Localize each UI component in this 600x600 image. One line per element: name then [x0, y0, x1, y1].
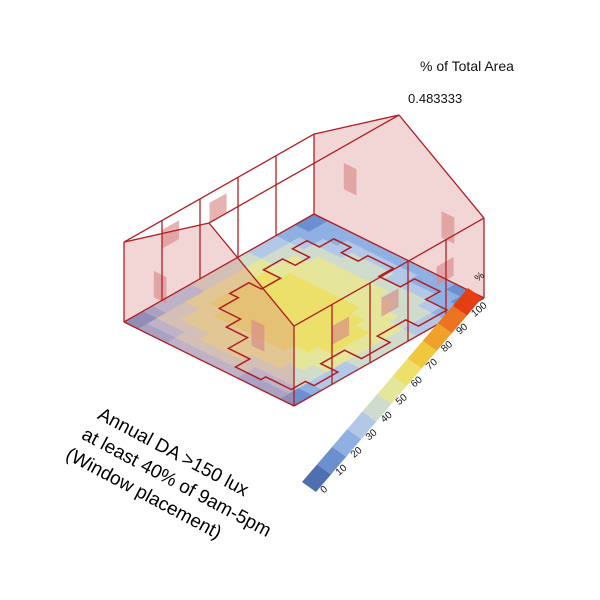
- legend-swatch: [302, 464, 332, 492]
- end-wall-glass: [124, 115, 484, 406]
- gable-window-panel: [343, 162, 357, 196]
- frame-edge: [208, 114, 400, 224]
- legend-swatch: [362, 393, 392, 422]
- side-window-panel: [209, 193, 227, 222]
- side-window-panel: [436, 257, 454, 286]
- legend-swatch: [407, 340, 437, 369]
- frame-edge: [123, 133, 315, 243]
- frame-edge: [293, 217, 485, 327]
- gable-window-panel: [441, 211, 455, 244]
- contour-line: [217, 238, 449, 391]
- legend-swatch: [422, 323, 452, 351]
- frame-rafter: [313, 114, 400, 135]
- legend-swatch: [437, 305, 467, 334]
- threshold-contour: [217, 238, 449, 391]
- legend-swatch: [392, 358, 422, 387]
- side-window-panel: [162, 220, 180, 249]
- legend-swatch: [317, 446, 347, 475]
- frame-rafter: [123, 222, 210, 243]
- frame-rafter: [208, 222, 295, 327]
- side-window-panel: [332, 316, 350, 345]
- legend-tick-label: 0: [319, 484, 331, 496]
- front-gable-glass: [124, 223, 294, 406]
- frame-edge: [313, 213, 485, 299]
- back-gable-glass: [314, 115, 484, 298]
- frame-rafter: [398, 114, 485, 219]
- side-window-panel: [381, 288, 399, 317]
- area-title: % of Total Area: [420, 58, 514, 74]
- gable-window-panel: [153, 270, 167, 304]
- area-value: 0.483333: [408, 91, 463, 106]
- frame-edge: [123, 321, 295, 407]
- legend-swatch: [332, 429, 362, 457]
- legend-swatch: [347, 411, 377, 440]
- gable-window-panel: [251, 319, 265, 352]
- legend-swatch: [452, 288, 482, 316]
- legend-swatch: [377, 376, 407, 404]
- window-panels: [153, 162, 455, 352]
- frame-edge: [123, 213, 315, 323]
